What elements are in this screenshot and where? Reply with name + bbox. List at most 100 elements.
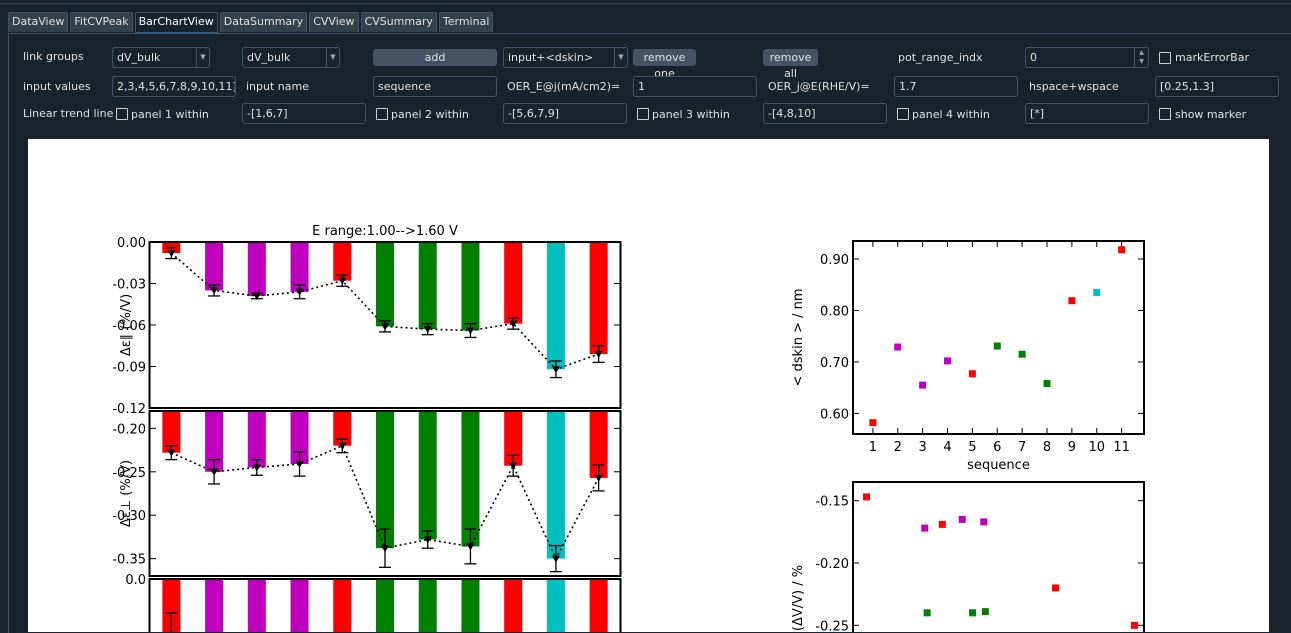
panel-2-label: panel 2 within [391,108,469,121]
mean-marker [423,326,432,334]
x-tick-label: 8 [1043,440,1051,455]
figure-svg: E range:1.00-->1.60 V 0.00 -0.03 -0.06 -0.09… [112,224,1145,632]
mark-error-bar-label: markErrorBar [1175,51,1249,64]
bar-panel-frame-2 [148,410,622,577]
panel-4-field[interactable]: [*] [1025,103,1149,124]
link-group-1-value: dV_bulk [117,51,161,64]
bar-2-8 [461,411,480,547]
input-values-field[interactable]: 2,3,4,5,6,7,8,9,10,11] [112,76,236,97]
pot-range-spinbox[interactable]: 0 ▲ ▼ [1025,47,1149,68]
y-tick-label: -0.35 [112,553,146,568]
tab-dataview[interactable]: DataView [8,12,69,32]
mean-marker [295,460,304,468]
link-groups-label: link groups [23,50,84,63]
y-tick-label: -0.30 [112,509,146,524]
tab-fitcvpeak[interactable]: FitCVPeak [70,12,133,32]
scatter-2-point-7 [980,518,988,526]
oer-e-label: OER_E@j(mA/cm2)= [507,80,621,93]
scatter-1-point-8 [1043,380,1051,388]
show-marker-checkbox[interactable] [1159,108,1171,120]
mean-marker [466,543,475,551]
y-tick-label: 0.70 [820,356,849,371]
panel-3-label: panel 3 within [652,108,730,121]
tab-cvview[interactable]: CVView [309,12,359,32]
scatter-2-point-9 [1052,584,1060,592]
panel-2-field[interactable]: -[5,6,7,9] [503,103,627,124]
bar-1-2 [205,242,224,291]
x-axis-label: sequence [967,458,1030,473]
scatter-2-point-2 [921,524,929,532]
mean-marker [423,536,432,544]
bar-1-3 [247,242,266,296]
panel-4-checkbox[interactable] [897,108,909,120]
input-combo[interactable]: input+<dskin> ▼ [503,47,628,68]
scatter-2-point-10 [1130,621,1138,629]
add-button[interactable]: add [373,49,497,66]
scatter-1-point-5 [968,370,976,378]
mean-marker [210,287,219,295]
mean-marker [295,288,304,296]
mean-marker [210,468,219,476]
y-tick-label: 0.90 [820,253,849,268]
spin-down-icon[interactable]: ▼ [1139,58,1144,65]
x-tick-label: 11 [1113,440,1130,455]
spin-up-icon[interactable]: ▲ [1139,49,1144,56]
panel-3-field[interactable]: -[4,8,10] [763,103,887,124]
panel-3-checkbox[interactable] [637,108,649,120]
mean-marker [594,474,603,482]
bar-2-2 [205,411,224,472]
mean-marker [167,449,176,457]
x-tick-label: 10 [1088,440,1105,455]
bar-3-7 [418,579,437,632]
scatter-2-point-5 [958,515,966,523]
spin-buttons[interactable]: ▲ ▼ [1134,48,1148,67]
panel-1-field[interactable]: -[1,6,7] [242,103,366,124]
bar-1-8 [461,242,480,331]
y-tick-label: -0.06 [112,319,146,334]
window-top-border [0,0,1291,4]
tab-cvsummary[interactable]: CVSummary [360,12,437,32]
bar-1-11 [589,242,608,355]
bar-3-2 [205,579,224,632]
mark-error-bar-checkbox[interactable] [1159,52,1171,64]
y-tick-label: -0.25 [112,466,146,481]
scatter-1-point-10 [1093,288,1101,296]
hspace-field[interactable]: [0.25,1.3] [1155,76,1279,97]
trend-dotted-line [170,252,599,371]
bar-3-11 [589,579,608,632]
bar-panel-frame-1 [148,241,622,409]
input-name-label: input name [246,80,309,93]
bar-1-9 [504,242,523,324]
y-tick-label: 0.00 [117,236,146,251]
bar-1-10 [546,242,565,370]
link-group-2-value: dV_bulk [247,51,291,64]
x-tick-label: 3 [919,440,927,455]
oer-e-field[interactable]: 1 [633,76,757,97]
oer-j-field[interactable]: 1.7 [894,76,1018,97]
y-axis-label: Δε⊥ (%/V) [119,460,134,527]
bar-3-8 [461,579,480,632]
panel-1-checkbox[interactable] [116,108,128,120]
x-tick-label: 4 [943,440,951,455]
remove-all-button[interactable]: remove all [763,49,818,80]
mean-marker [509,320,518,328]
panel-2-checkbox[interactable] [376,108,388,120]
mean-marker [381,545,389,553]
scatter-2-point-1 [863,493,871,501]
tab-barchartview[interactable]: BarChartView [134,12,218,34]
y-tick-label: -0.25 [815,619,849,632]
hspace-label: hspace+wspace [1029,80,1119,93]
bar-2-5 [333,411,352,446]
remove-one-button[interactable]: remove one [633,49,696,80]
tab-datasummary[interactable]: DataSummary [219,12,308,32]
mean-marker [509,462,518,470]
tab-terminal[interactable]: Terminal [438,12,494,32]
mean-marker [252,292,261,300]
chart-title: E range:1.00-->1.60 V [312,224,458,239]
mean-marker [551,555,560,563]
link-group-2-combo[interactable]: dV_bulk ▼ [242,47,340,68]
chevron-down-icon: ▼ [326,48,339,67]
input-name-field[interactable]: sequence [373,76,497,97]
link-group-1-combo[interactable]: dV_bulk ▼ [112,47,210,68]
mean-marker [594,351,603,359]
